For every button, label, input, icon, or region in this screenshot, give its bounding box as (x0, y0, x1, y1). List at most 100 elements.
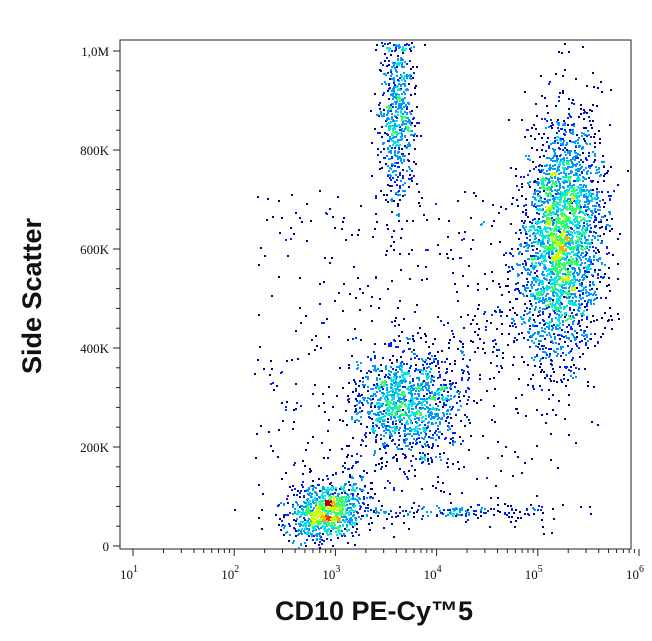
event-point (324, 495, 326, 497)
event-point (398, 429, 400, 431)
event-point (425, 359, 427, 361)
event-point (411, 435, 413, 437)
event-point (585, 213, 587, 215)
event-point (560, 240, 562, 242)
event-point (586, 173, 588, 175)
event-point (571, 348, 573, 350)
event-point (303, 501, 305, 503)
event-point (370, 371, 372, 373)
event-point (557, 197, 559, 199)
event-point (436, 390, 438, 392)
event-point (585, 127, 587, 129)
event-point (557, 226, 559, 228)
event-point (573, 123, 575, 125)
event-point (585, 292, 587, 294)
event-point (571, 333, 573, 335)
event-point (356, 487, 358, 489)
event-point (562, 284, 564, 286)
event-point (438, 437, 440, 439)
event-point (591, 198, 593, 200)
event-point (430, 457, 432, 459)
event-point (561, 263, 563, 265)
event-point (568, 369, 570, 371)
event-point (554, 189, 556, 191)
event-point (294, 512, 296, 514)
event-point (578, 137, 580, 139)
event-point (583, 335, 585, 337)
event-point (341, 492, 343, 494)
event-point (325, 504, 327, 506)
event-point (520, 176, 522, 178)
event-point (430, 414, 432, 416)
event-point (554, 152, 556, 154)
event-point (540, 240, 542, 242)
event-point (537, 226, 539, 228)
event-point (325, 529, 327, 531)
event-point (576, 279, 578, 281)
event-point (567, 240, 569, 242)
event-point (606, 219, 608, 221)
event-point (362, 404, 364, 406)
event-point (295, 520, 297, 522)
event-point (401, 228, 403, 230)
event-point (396, 376, 398, 378)
event-point (416, 388, 418, 390)
event-point (365, 376, 367, 378)
event-point (387, 404, 389, 406)
event-point (546, 293, 548, 295)
event-point (523, 337, 525, 339)
event-point (555, 269, 557, 271)
event-point (578, 212, 580, 214)
event-point (372, 388, 374, 390)
event-point (546, 189, 548, 191)
event-point (565, 219, 567, 221)
event-point (561, 232, 563, 234)
event-point (416, 135, 418, 137)
event-point (569, 212, 571, 214)
event-point (554, 338, 556, 340)
event-point (548, 398, 550, 400)
event-point (422, 360, 424, 362)
event-point (597, 277, 599, 279)
event-point (548, 180, 550, 182)
event-point (411, 42, 413, 44)
event-point (572, 297, 574, 299)
event-point (446, 413, 448, 415)
event-point (325, 515, 327, 517)
event-point (574, 189, 576, 191)
event-point (397, 151, 399, 153)
event-point (411, 405, 413, 407)
event-point (393, 487, 395, 489)
event-point (397, 394, 399, 396)
event-point (343, 514, 345, 516)
event-point (548, 316, 550, 318)
event-point (338, 526, 340, 528)
event-point (343, 503, 345, 505)
event-point (393, 241, 395, 243)
event-point (586, 229, 588, 231)
event-point (583, 133, 585, 135)
event-point (561, 292, 563, 294)
event-point (613, 190, 615, 192)
event-point (421, 420, 423, 422)
event-point (573, 272, 575, 274)
event-point (552, 327, 554, 329)
event-point (548, 207, 550, 209)
event-point (584, 338, 586, 340)
event-point (552, 160, 554, 162)
event-point (435, 430, 437, 432)
event-point (287, 514, 289, 516)
event-point (554, 336, 556, 338)
event-point (592, 235, 594, 237)
event-point (427, 382, 429, 384)
event-point (566, 275, 568, 277)
event-point (523, 285, 525, 287)
event-point (384, 43, 386, 45)
event-point (588, 208, 590, 210)
event-point (538, 239, 540, 241)
event-point (549, 166, 551, 168)
event-point (348, 481, 350, 483)
event-point (392, 409, 394, 411)
event-point (591, 274, 593, 276)
event-point (596, 259, 598, 261)
